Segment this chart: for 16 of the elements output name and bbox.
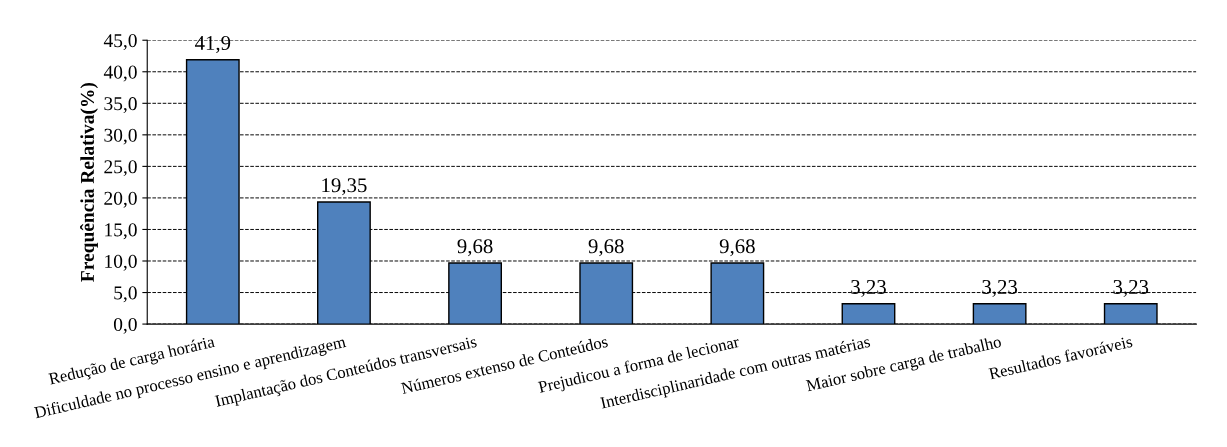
data-label: 41,9 xyxy=(194,36,231,53)
y-tick-label: 35,0 xyxy=(104,97,137,114)
y-tick-label: 15,0 xyxy=(105,223,137,240)
data-label: 9,68 xyxy=(457,239,493,257)
y-tick-label: 5,0 xyxy=(114,286,137,303)
data-label: 9,68 xyxy=(719,239,755,257)
y-tick-label: 45,0 xyxy=(103,34,137,50)
y-axis-title: Frequência Relativa(%) xyxy=(80,83,98,282)
y-tick-label: 25,0 xyxy=(104,160,137,177)
data-label: 19,35 xyxy=(322,178,367,196)
y-tick-label: 0,0 xyxy=(113,317,137,334)
data-label: 9,68 xyxy=(588,239,624,257)
y-tick-label: 40,0 xyxy=(103,65,137,82)
y-tick-label: 20,0 xyxy=(104,191,137,208)
y-tick-label: 30,0 xyxy=(104,128,137,145)
y-tick-label: 10,0 xyxy=(105,254,137,271)
